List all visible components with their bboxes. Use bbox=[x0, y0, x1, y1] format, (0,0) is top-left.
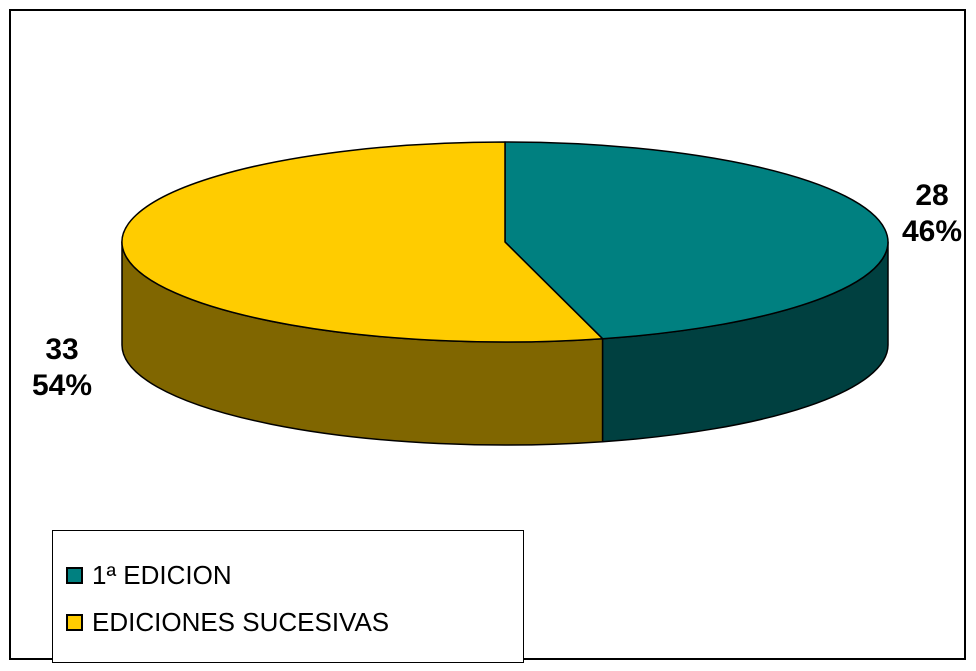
legend-swatch-yellow bbox=[66, 613, 83, 631]
data-label-value: 33 bbox=[45, 333, 79, 366]
legend-label: EDICIONES SUCESIVAS bbox=[92, 606, 390, 637]
data-label-percent: 54% bbox=[32, 369, 93, 402]
legend-item-ediciones-sucesivas: EDICIONES SUCESIVAS bbox=[53, 602, 389, 642]
pie-slice-1-edicion bbox=[504, 141, 889, 340]
legend-item-1a-edicion: 1ª EDICION bbox=[53, 555, 232, 595]
legend-label: 1ª EDICION bbox=[92, 559, 232, 590]
data-label-percent: 46% bbox=[902, 215, 963, 248]
data-label-value: 28 bbox=[915, 179, 949, 212]
legend-swatch-teal bbox=[66, 566, 83, 584]
data-label-1a-edicion: 28 46% bbox=[902, 178, 962, 250]
legend: 1ª EDICION EDICIONES SUCESIVAS bbox=[52, 530, 524, 663]
pie-slice-ediciones-sucesivas bbox=[121, 141, 604, 343]
data-label-ediciones-sucesivas: 33 54% bbox=[32, 332, 92, 404]
